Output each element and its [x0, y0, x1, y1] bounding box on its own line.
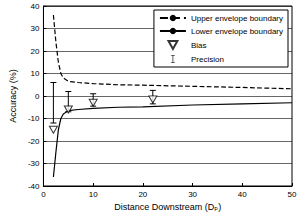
- svg-text:0: 0: [41, 190, 46, 199]
- svg-text:0: 0: [35, 92, 40, 101]
- svg-text:Distance Downstream (Dₚ): Distance Downstream (Dₚ): [114, 202, 221, 212]
- svg-text:Upper envelope boundary: Upper envelope boundary: [191, 14, 283, 23]
- svg-text:20: 20: [31, 47, 40, 56]
- svg-text:-10: -10: [28, 114, 40, 123]
- svg-text:Bias: Bias: [191, 41, 207, 50]
- svg-text:Precision: Precision: [191, 55, 224, 64]
- svg-text:30: 30: [31, 24, 40, 33]
- svg-text:50: 50: [288, 190, 297, 199]
- svg-text:20: 20: [138, 190, 147, 199]
- svg-text:-30: -30: [28, 159, 40, 168]
- svg-text:30: 30: [188, 190, 197, 199]
- svg-text:40: 40: [31, 2, 40, 11]
- svg-text:10: 10: [89, 190, 98, 199]
- svg-text:-40: -40: [28, 182, 40, 191]
- svg-text:40: 40: [238, 190, 247, 199]
- svg-text:Lower envelope boundary: Lower envelope boundary: [191, 27, 283, 36]
- svg-text:10: 10: [31, 69, 40, 78]
- svg-text:-20: -20: [28, 137, 40, 146]
- svg-text:Accuracy (%): Accuracy (%): [8, 69, 18, 123]
